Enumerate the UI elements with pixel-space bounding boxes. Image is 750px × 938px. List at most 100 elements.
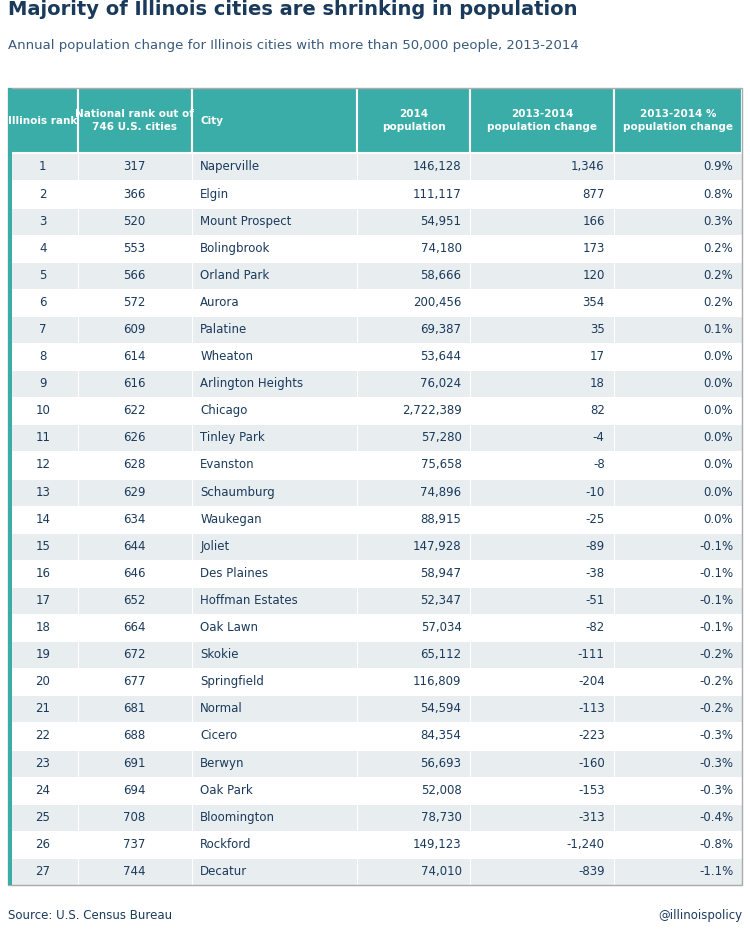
- Text: 14: 14: [35, 513, 50, 525]
- Bar: [614, 343, 742, 371]
- Bar: [357, 831, 470, 858]
- Text: Chicago: Chicago: [200, 404, 248, 417]
- Bar: [614, 289, 742, 316]
- Bar: [357, 777, 470, 804]
- Text: 672: 672: [123, 648, 146, 661]
- Bar: [191, 371, 357, 397]
- Text: 173: 173: [582, 242, 604, 255]
- Text: 609: 609: [124, 323, 146, 336]
- Bar: [78, 831, 191, 858]
- Text: 88,915: 88,915: [421, 513, 461, 525]
- Text: 691: 691: [123, 757, 146, 769]
- Bar: [470, 343, 614, 371]
- Text: 69,387: 69,387: [421, 323, 461, 336]
- Text: 52,347: 52,347: [421, 594, 461, 607]
- Bar: [8, 722, 78, 749]
- Bar: [8, 88, 78, 153]
- Bar: [614, 316, 742, 343]
- Text: 0.0%: 0.0%: [704, 486, 734, 499]
- Bar: [357, 397, 470, 424]
- Bar: [78, 424, 191, 451]
- Bar: [614, 858, 742, 885]
- Bar: [614, 722, 742, 749]
- Text: 2014
population: 2014 population: [382, 110, 446, 132]
- Bar: [614, 478, 742, 506]
- Bar: [78, 695, 191, 722]
- Text: 74,010: 74,010: [421, 865, 461, 878]
- Bar: [357, 858, 470, 885]
- Bar: [78, 804, 191, 831]
- Bar: [191, 88, 357, 153]
- Text: 57,280: 57,280: [421, 431, 461, 445]
- Text: 626: 626: [123, 431, 146, 445]
- Text: -0.3%: -0.3%: [699, 783, 734, 796]
- Text: -4: -4: [592, 431, 604, 445]
- Text: Schaumburg: Schaumburg: [200, 486, 275, 499]
- Text: Arlington Heights: Arlington Heights: [200, 377, 304, 390]
- Bar: [8, 371, 78, 397]
- Bar: [470, 180, 614, 207]
- Bar: [191, 587, 357, 614]
- Bar: [470, 587, 614, 614]
- Bar: [8, 316, 78, 343]
- Bar: [614, 533, 742, 560]
- Text: 78,730: 78,730: [421, 810, 461, 824]
- Text: 622: 622: [123, 404, 146, 417]
- Bar: [191, 614, 357, 641]
- Text: 74,180: 74,180: [421, 242, 461, 255]
- Text: -313: -313: [578, 810, 604, 824]
- Text: National rank out of
746 U.S. cities: National rank out of 746 U.S. cities: [75, 110, 194, 132]
- Text: City: City: [200, 115, 223, 126]
- Bar: [357, 560, 470, 587]
- Text: 26: 26: [35, 838, 50, 851]
- Bar: [78, 343, 191, 371]
- Text: Rockford: Rockford: [200, 838, 252, 851]
- Text: 5: 5: [39, 269, 46, 281]
- Text: 82: 82: [590, 404, 604, 417]
- Bar: [470, 831, 614, 858]
- Bar: [191, 478, 357, 506]
- Bar: [614, 777, 742, 804]
- Bar: [8, 424, 78, 451]
- Text: 53,644: 53,644: [421, 350, 461, 363]
- Text: -8: -8: [593, 459, 604, 472]
- Bar: [357, 88, 470, 153]
- Bar: [8, 749, 78, 777]
- Text: Springfield: Springfield: [200, 675, 264, 688]
- Text: Des Plaines: Des Plaines: [200, 567, 268, 580]
- Bar: [78, 749, 191, 777]
- Text: 18: 18: [590, 377, 604, 390]
- Text: 75,658: 75,658: [421, 459, 461, 472]
- Text: 52,008: 52,008: [421, 783, 461, 796]
- Bar: [357, 343, 470, 371]
- Text: 27: 27: [35, 865, 50, 878]
- Bar: [8, 668, 78, 695]
- Bar: [78, 180, 191, 207]
- Text: Evanston: Evanston: [200, 459, 255, 472]
- Bar: [614, 371, 742, 397]
- Text: 11: 11: [35, 431, 50, 445]
- Bar: [357, 668, 470, 695]
- Bar: [191, 749, 357, 777]
- Text: Bloomington: Bloomington: [200, 810, 275, 824]
- Text: 3: 3: [39, 215, 46, 228]
- Bar: [78, 614, 191, 641]
- Bar: [191, 533, 357, 560]
- Text: -1.1%: -1.1%: [699, 865, 734, 878]
- Bar: [191, 641, 357, 668]
- Bar: [78, 777, 191, 804]
- Bar: [8, 695, 78, 722]
- Text: 10: 10: [35, 404, 50, 417]
- Text: 366: 366: [124, 188, 146, 201]
- Bar: [470, 289, 614, 316]
- Bar: [8, 533, 78, 560]
- Bar: [470, 478, 614, 506]
- Text: 35: 35: [590, 323, 604, 336]
- Bar: [614, 234, 742, 262]
- Bar: [614, 587, 742, 614]
- Text: 0.0%: 0.0%: [704, 377, 734, 390]
- Text: -839: -839: [578, 865, 604, 878]
- Bar: [8, 858, 78, 885]
- Bar: [8, 180, 78, 207]
- Text: 0.2%: 0.2%: [704, 242, 734, 255]
